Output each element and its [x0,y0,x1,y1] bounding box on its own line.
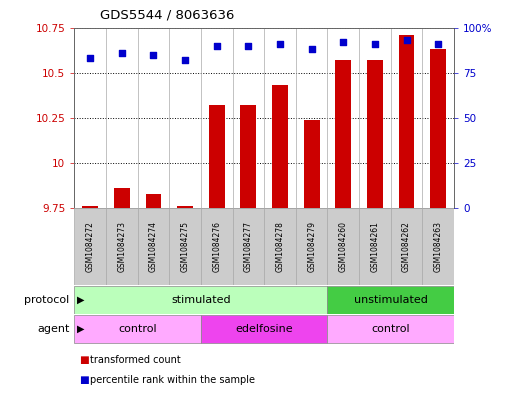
Text: stimulated: stimulated [171,295,231,305]
Text: control: control [119,324,157,334]
Point [86,55,94,61]
Bar [399,35,415,208]
Bar [327,208,359,285]
Text: percentile rank within the sample: percentile rank within the sample [90,375,255,385]
Bar [367,60,383,208]
Text: GSM1084273: GSM1084273 [117,221,126,272]
Text: GSM1084272: GSM1084272 [86,221,95,272]
Bar [114,188,130,208]
Bar [82,206,98,208]
Text: GSM1084262: GSM1084262 [402,221,411,272]
Text: GSM1084263: GSM1084263 [433,221,443,272]
Bar [106,208,137,285]
Bar [272,85,288,208]
Text: ■: ■ [80,375,89,385]
Point [276,40,284,47]
Bar [169,208,201,285]
Text: transformed count: transformed count [90,355,181,365]
Text: GSM1084274: GSM1084274 [149,221,158,272]
Point [244,42,252,49]
Bar [146,194,162,208]
Text: edelfosine: edelfosine [235,324,293,334]
Text: GSM1084278: GSM1084278 [275,221,285,272]
Bar [241,105,256,208]
Bar [209,105,225,208]
Text: GSM1084275: GSM1084275 [181,221,190,272]
Text: protocol: protocol [24,295,69,305]
Text: GDS5544 / 8063636: GDS5544 / 8063636 [100,9,234,22]
Bar [74,315,201,343]
Text: GSM1084260: GSM1084260 [339,221,348,272]
Point [117,50,126,56]
Text: GSM1084276: GSM1084276 [212,221,221,272]
Bar [232,208,264,285]
Bar [177,206,193,208]
Point [402,37,410,43]
Text: control: control [371,324,410,334]
Bar [264,208,296,285]
Bar [359,208,391,285]
Bar [304,120,320,208]
Point [181,57,189,63]
Text: ▶: ▶ [77,324,85,334]
Bar [201,315,327,343]
Bar [201,208,232,285]
Text: GSM1084261: GSM1084261 [370,221,380,272]
Text: GSM1084279: GSM1084279 [307,221,316,272]
Point [212,42,221,49]
Bar [327,285,454,314]
Bar [296,208,327,285]
Bar [74,285,327,314]
Point [149,51,157,58]
Text: agent: agent [37,324,69,334]
Point [307,46,315,52]
Text: ▶: ▶ [77,295,85,305]
Text: ■: ■ [80,355,89,365]
Point [339,39,347,45]
Bar [74,208,106,285]
Bar [422,208,454,285]
Bar [430,49,446,208]
Bar [391,208,422,285]
Point [434,40,442,47]
Text: GSM1084277: GSM1084277 [244,221,253,272]
Point [371,40,379,47]
Bar [137,208,169,285]
Bar [327,315,454,343]
Text: unstimulated: unstimulated [354,295,428,305]
Bar [336,60,351,208]
